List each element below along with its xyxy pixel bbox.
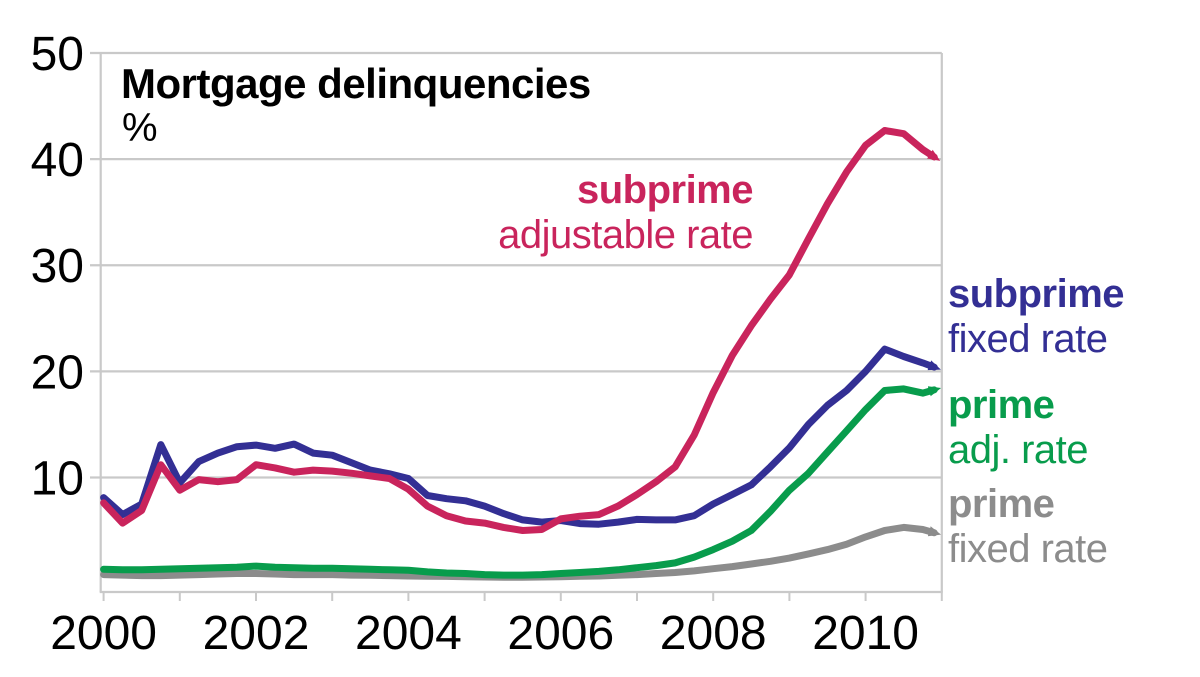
x-tick-label-2006: 2006	[507, 607, 614, 660]
y-axis-unit-label: %	[122, 106, 158, 150]
line-subprime_adjustable	[100, 127, 941, 534]
y-tick-label-50: 50	[31, 28, 84, 81]
series-label-subprime-adjustable-line2: adjustable rate	[498, 213, 753, 257]
x-tick-label-2002: 2002	[203, 607, 310, 660]
x-tick-label-2000: 2000	[50, 607, 157, 660]
series-label-subprime-adjustable: subprime adjustable rate	[498, 168, 753, 258]
series-label-subprime-fixed-line1: subprime	[948, 272, 1125, 316]
chart-title: Mortgage delinquencies	[121, 60, 591, 107]
series-label-prime-adjustable-line2: adj. rate	[948, 428, 1089, 472]
series-label-subprime-fixed-line2: fixed rate	[948, 317, 1108, 361]
x-tick-label-2004: 2004	[355, 607, 462, 660]
series-label-subprime-fixed: subprime fixed rate	[948, 272, 1125, 362]
series-label-prime-fixed: prime fixed rate	[948, 482, 1108, 572]
y-tick-label-10: 10	[31, 452, 84, 505]
y-tick-label-30: 30	[31, 240, 84, 293]
y-tick-label-40: 40	[31, 134, 84, 187]
x-tick-label-2008: 2008	[660, 607, 767, 660]
series-label-subprime-adjustable-line1: subprime	[576, 168, 754, 212]
series-label-prime-fixed-line1: prime	[948, 482, 1055, 526]
series-label-prime-adjustable-line1: prime	[948, 383, 1055, 427]
line-subprime_fixed	[100, 345, 941, 528]
series-label-prime-fixed-line2: fixed rate	[948, 527, 1108, 571]
y-tick-label-20: 20	[31, 346, 84, 399]
line-prime_adjustable	[100, 385, 942, 579]
series-label-prime-adjustable: prime adj. rate	[948, 383, 1089, 473]
x-tick-label-2010: 2010	[812, 607, 919, 660]
